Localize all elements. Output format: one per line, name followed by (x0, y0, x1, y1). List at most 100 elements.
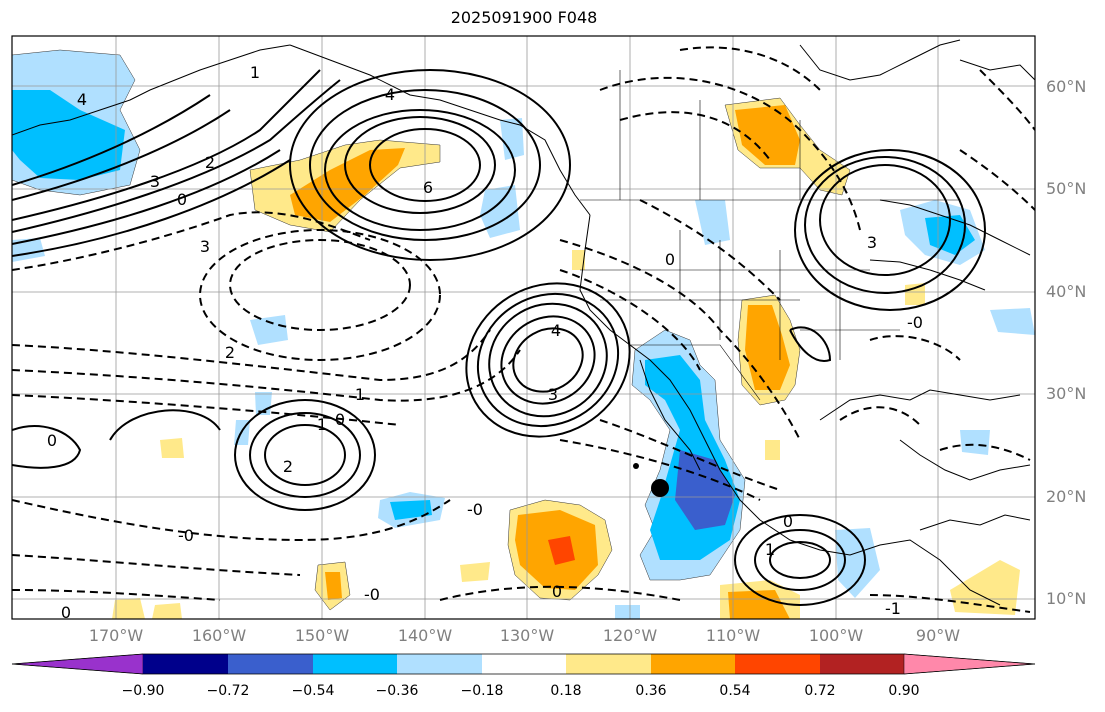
contour-label: 2 (283, 457, 293, 476)
contour-label: 0 (61, 603, 71, 622)
contour-label: 0 (335, 410, 345, 429)
positive-anomaly-region (460, 562, 490, 582)
contour-label: 2 (225, 343, 235, 362)
map-frame (11, 35, 1036, 620)
contour-label: 3 (867, 233, 877, 252)
colorbar-tick-label: −0.18 (460, 683, 504, 699)
positive-anomaly-core (745, 305, 790, 390)
contour-label: -0 (178, 526, 194, 545)
longitude-label: 130°W (499, 626, 555, 645)
contour-label: -0 (467, 500, 483, 519)
negative-anomaly-core (12, 90, 125, 180)
colorbar-segment (143, 654, 228, 674)
contour-label: -0 (364, 585, 380, 604)
colorbar-outline (11, 653, 1036, 675)
colorbar-segment (228, 654, 313, 674)
contour-labels: 4 3 2 1 0 6 4 3 2 4 3 1 0 -0 2 1 0 -0 -0… (47, 63, 923, 622)
longitude-label: 90°W (915, 626, 961, 645)
shaded-anomaly-fields (12, 49, 1035, 619)
contour-label: 1 (317, 415, 327, 434)
contour-label: 3 (200, 237, 210, 256)
negative-anomaly-region (695, 200, 730, 245)
solid-contours (12, 69, 986, 606)
negative-anomaly-region (250, 315, 288, 345)
colorbar-segment (903, 653, 1036, 675)
contour-label: 3 (150, 172, 160, 191)
storm-position-marker (651, 479, 669, 497)
negative-anomaly-region (835, 528, 880, 598)
negative-anomaly-region (990, 308, 1035, 335)
colorbar-segment (735, 654, 820, 674)
negative-anomaly-region (615, 605, 640, 619)
contour-label: 2 (205, 153, 215, 172)
positive-anomaly-region (572, 250, 585, 270)
longitude-label: 150°W (294, 626, 350, 645)
negative-anomaly-region (500, 118, 524, 160)
contour-label: 1 (250, 63, 260, 82)
positive-anomaly-region (765, 440, 780, 460)
latitude-label: 20°N (1046, 487, 1087, 506)
positive-anomaly-region (905, 283, 925, 305)
colorbar-tick-label: −0.36 (375, 683, 419, 699)
colorbar-tick-label: 0.90 (888, 683, 920, 699)
contour-label: 6 (423, 178, 433, 197)
longitude-label: 100°W (808, 626, 864, 645)
colorbar-tick-label: 0.36 (635, 683, 667, 699)
coastlines (12, 39, 1035, 606)
colorbar-segment (397, 654, 482, 674)
contour-label: 4 (385, 85, 395, 104)
contour-label: 4 (551, 321, 561, 340)
colorbar-tick-label: 0.72 (804, 683, 836, 699)
contour-label: -1 (885, 599, 901, 618)
negative-anomaly-region (960, 430, 990, 455)
contour-label: 0 (177, 190, 187, 209)
contour-label: 1 (355, 385, 365, 404)
positive-anomaly-region (152, 603, 182, 619)
longitude-label: 120°W (602, 626, 658, 645)
colorbar-segment (566, 654, 651, 674)
positive-anomaly-strong-core (548, 536, 575, 565)
colorbar-tick-label: −0.72 (206, 683, 250, 699)
colorbar-segment (820, 654, 904, 674)
small-marker (633, 463, 639, 469)
latitude-label: 30°N (1046, 384, 1087, 403)
longitude-label: 140°W (397, 626, 453, 645)
longitude-label: 160°W (191, 626, 247, 645)
latitude-label: 60°N (1046, 77, 1087, 96)
contour-label: 0 (665, 250, 675, 269)
political-borders (580, 70, 960, 401)
contour-label: 0 (47, 431, 57, 450)
positive-anomaly-core (735, 105, 800, 165)
map-title: 2025091900 F048 (450, 8, 598, 27)
positive-anomaly-region (112, 598, 145, 619)
colorbar-segment (651, 654, 735, 674)
contour-label: 1 (765, 540, 775, 559)
negative-anomaly-region (480, 185, 520, 238)
contour-label: 0 (783, 512, 793, 531)
contour-label: 3 (548, 385, 558, 404)
colorbar-segment (482, 654, 566, 674)
positive-anomaly-core (728, 590, 790, 619)
positive-anomaly-core (325, 572, 342, 600)
contour-label: 4 (77, 90, 87, 109)
colorbar-tick-label: −0.90 (121, 683, 165, 699)
dashed-contours (12, 46, 1035, 613)
longitude-label: 110°W (705, 626, 761, 645)
latitude-label: 40°N (1046, 282, 1087, 301)
colorbar-segment (313, 654, 397, 674)
colorbar-segment (11, 653, 144, 675)
positive-anomaly-region (950, 560, 1020, 615)
colorbar-tick-label: 0.18 (550, 683, 582, 699)
latitude-label: 50°N (1046, 179, 1087, 198)
negative-anomaly-region (12, 238, 45, 262)
contour-label: -0 (907, 313, 923, 332)
longitude-label: 170°W (88, 626, 144, 645)
colorbar-tick-label: 0.54 (719, 683, 751, 699)
positive-anomaly-core (290, 148, 405, 222)
colorbar (11, 653, 1036, 675)
colorbar-tick-label: −0.54 (291, 683, 335, 699)
latitude-label: 10°N (1046, 589, 1087, 608)
contour-label: 0 (552, 582, 562, 601)
negative-anomaly-core (390, 500, 432, 520)
